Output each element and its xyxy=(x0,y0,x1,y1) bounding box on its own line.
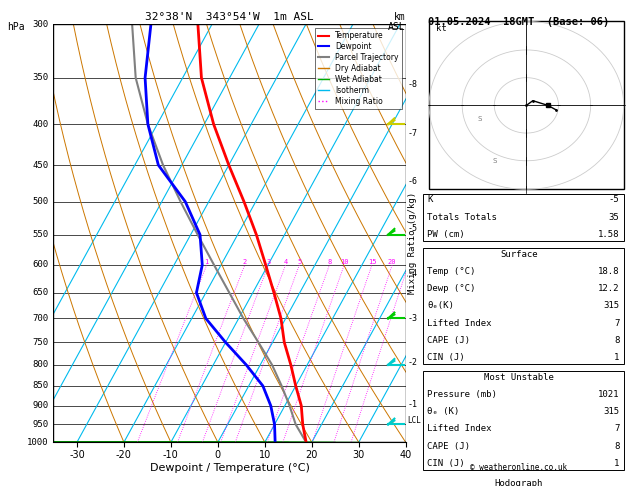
Text: CIN (J): CIN (J) xyxy=(427,459,465,468)
Bar xyxy=(423,371,624,469)
Text: 550: 550 xyxy=(32,230,48,239)
Text: θₑ(K): θₑ(K) xyxy=(427,301,454,311)
Text: 15: 15 xyxy=(368,259,376,265)
Text: 450: 450 xyxy=(32,160,48,170)
Text: 300: 300 xyxy=(32,20,48,29)
Text: Temp (°C): Temp (°C) xyxy=(427,267,476,276)
Text: © weatheronline.co.uk: © weatheronline.co.uk xyxy=(470,463,567,471)
Text: -6: -6 xyxy=(408,177,418,186)
Text: 700: 700 xyxy=(32,314,48,323)
X-axis label: Dewpoint / Temperature (°C): Dewpoint / Temperature (°C) xyxy=(150,463,309,473)
Text: CAPE (J): CAPE (J) xyxy=(427,336,470,345)
Text: 20: 20 xyxy=(388,259,396,265)
Text: ASL: ASL xyxy=(388,22,406,32)
Text: 650: 650 xyxy=(32,288,48,297)
Text: 32°38'N  343°54'W  1m ASL: 32°38'N 343°54'W 1m ASL xyxy=(145,12,314,22)
Bar xyxy=(423,477,624,486)
Text: 8: 8 xyxy=(614,336,620,345)
Text: 18.8: 18.8 xyxy=(598,267,620,276)
Text: 750: 750 xyxy=(32,338,48,347)
Text: S: S xyxy=(477,116,482,122)
Text: 1: 1 xyxy=(614,459,620,468)
Text: Most Unstable: Most Unstable xyxy=(484,373,554,382)
Text: 1021: 1021 xyxy=(598,390,620,399)
Text: PW (cm): PW (cm) xyxy=(427,230,465,239)
Text: 2: 2 xyxy=(243,259,247,265)
Text: 1: 1 xyxy=(204,259,209,265)
Text: Lifted Index: Lifted Index xyxy=(427,319,491,328)
Bar xyxy=(423,194,624,241)
Text: 500: 500 xyxy=(32,197,48,206)
Text: 1000: 1000 xyxy=(26,438,48,447)
Text: 8: 8 xyxy=(614,442,620,451)
Text: -7: -7 xyxy=(408,129,418,138)
Text: 5: 5 xyxy=(298,259,301,265)
Text: Mixing Ratio (g/kg): Mixing Ratio (g/kg) xyxy=(408,192,416,294)
Text: -2: -2 xyxy=(408,358,418,367)
Text: 800: 800 xyxy=(32,360,48,369)
Text: θₑ (K): θₑ (K) xyxy=(427,407,459,416)
Text: 1.58: 1.58 xyxy=(598,230,620,239)
Text: 900: 900 xyxy=(32,401,48,410)
Text: 7: 7 xyxy=(614,319,620,328)
Text: -5: -5 xyxy=(609,195,620,205)
Text: kt: kt xyxy=(435,24,446,33)
Text: 350: 350 xyxy=(32,73,48,82)
Text: -1: -1 xyxy=(408,400,418,409)
Text: Lifted Index: Lifted Index xyxy=(427,424,491,434)
Text: 400: 400 xyxy=(32,120,48,129)
Text: 3: 3 xyxy=(266,259,270,265)
Text: 8: 8 xyxy=(327,259,331,265)
Text: Hodograph: Hodograph xyxy=(495,479,543,486)
Text: 315: 315 xyxy=(603,301,620,311)
Text: 850: 850 xyxy=(32,382,48,390)
Text: CIN (J): CIN (J) xyxy=(427,353,465,362)
Text: Surface: Surface xyxy=(500,249,538,259)
Text: -8: -8 xyxy=(408,80,418,89)
Text: -4: -4 xyxy=(408,269,418,278)
Text: km: km xyxy=(394,12,406,22)
Text: 01.05.2024  18GMT  (Base: 06): 01.05.2024 18GMT (Base: 06) xyxy=(428,17,610,27)
Bar xyxy=(423,248,624,364)
Text: 1: 1 xyxy=(614,353,620,362)
Text: Pressure (mb): Pressure (mb) xyxy=(427,390,497,399)
Text: 600: 600 xyxy=(32,260,48,269)
Text: CAPE (J): CAPE (J) xyxy=(427,442,470,451)
Text: -3: -3 xyxy=(408,314,418,323)
Text: K: K xyxy=(427,195,432,205)
Text: Totals Totals: Totals Totals xyxy=(427,213,497,222)
Text: 315: 315 xyxy=(603,407,620,416)
Legend: Temperature, Dewpoint, Parcel Trajectory, Dry Adiabat, Wet Adiabat, Isotherm, Mi: Temperature, Dewpoint, Parcel Trajectory… xyxy=(314,28,402,109)
Text: 4: 4 xyxy=(284,259,287,265)
Text: 35: 35 xyxy=(609,213,620,222)
Text: 10: 10 xyxy=(340,259,348,265)
Text: LCL: LCL xyxy=(408,417,421,425)
Text: 7: 7 xyxy=(614,424,620,434)
Text: 12.2: 12.2 xyxy=(598,284,620,293)
Text: S: S xyxy=(492,158,496,164)
Text: -5: -5 xyxy=(408,224,418,233)
Text: hPa: hPa xyxy=(8,22,25,32)
Text: 950: 950 xyxy=(32,420,48,429)
Text: Dewp (°C): Dewp (°C) xyxy=(427,284,476,293)
Bar xyxy=(429,21,624,190)
